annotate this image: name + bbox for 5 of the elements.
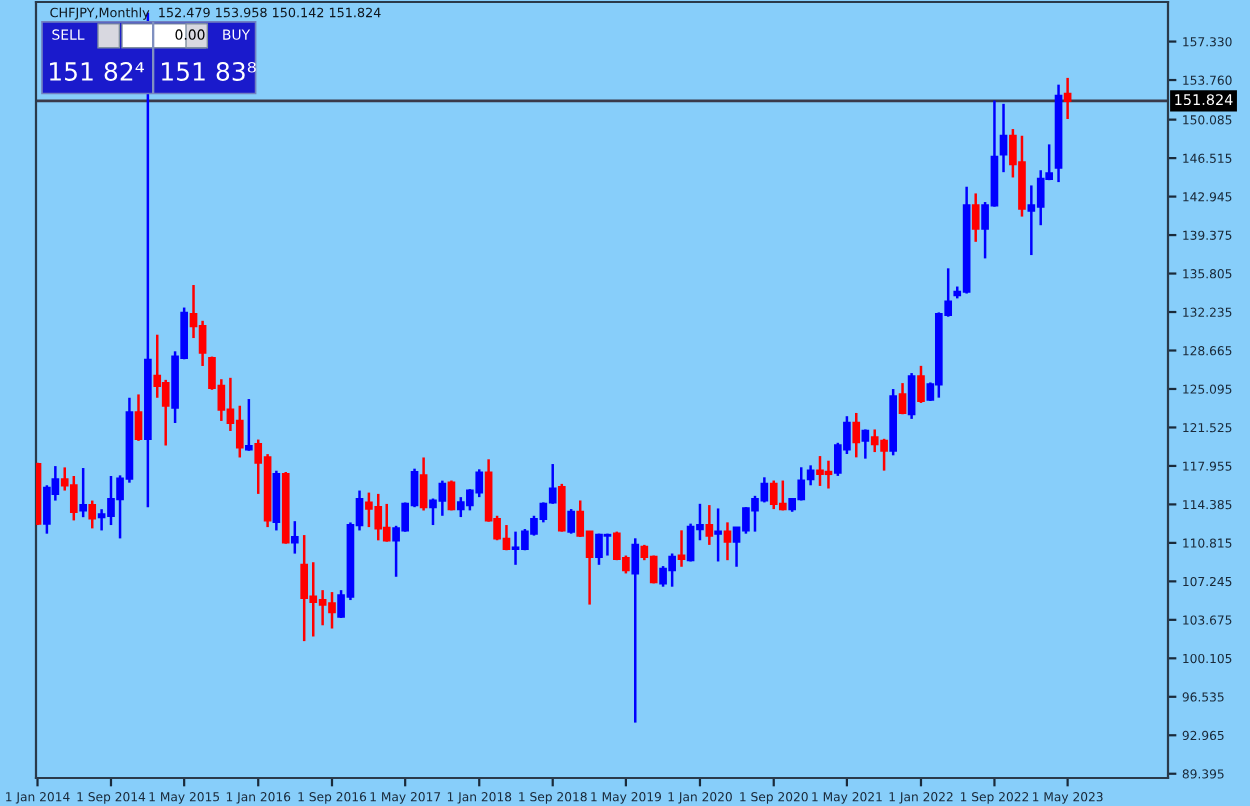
annotation: 151 83⁸ xyxy=(162,61,256,81)
candlestick xyxy=(245,397,253,453)
annotation: 151 82⁴ xyxy=(50,61,144,81)
candlestick xyxy=(79,466,87,519)
candlestick xyxy=(281,470,290,545)
